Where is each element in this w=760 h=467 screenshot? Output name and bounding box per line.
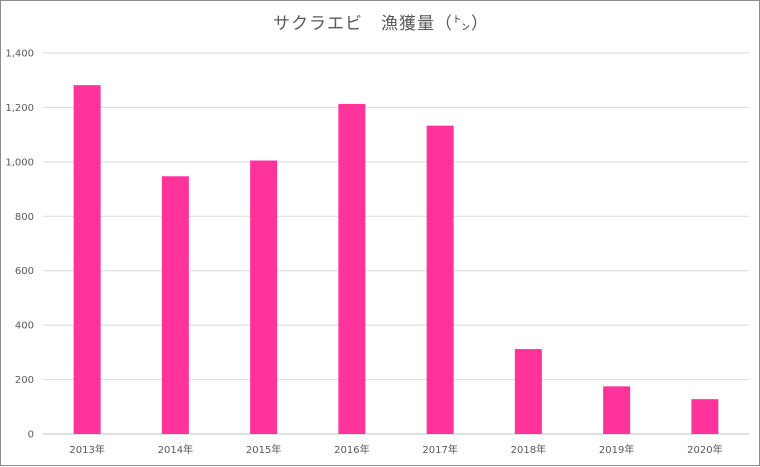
y-tick-label: 200 (15, 375, 34, 386)
x-axis-ticks: 2013年 2014年 2015年 2016年 2017年 2018年 2019年 2020年 (69, 443, 722, 456)
gridlines (43, 52, 749, 435)
y-axis-ticks: 0 200 400 600 800 1,000 1,200 1,400 (5, 49, 34, 441)
bars (73, 85, 719, 435)
y-tick-label: 1,200 (5, 103, 34, 114)
bar (338, 103, 366, 434)
y-tick-label: 1,400 (5, 49, 34, 60)
x-tick-label: 2018年 (511, 443, 546, 456)
y-tick-label: 1,000 (5, 157, 34, 168)
bar (426, 125, 454, 434)
bar (691, 399, 719, 434)
y-tick-label: 600 (15, 266, 34, 277)
chart-title: サクラエビ 漁獲量（㌧） (273, 14, 489, 34)
x-tick-label: 2017年 (422, 443, 457, 456)
x-tick-label: 2019年 (599, 443, 634, 456)
y-tick-label: 400 (15, 321, 34, 332)
x-tick-label: 2013年 (69, 443, 104, 456)
x-tick-label: 2020年 (687, 443, 722, 456)
bar (603, 386, 631, 434)
bar (514, 349, 542, 434)
bar (161, 176, 189, 435)
y-tick-label: 800 (15, 212, 34, 223)
bar (73, 85, 101, 434)
x-tick-label: 2014年 (158, 443, 193, 456)
x-tick-label: 2015年 (246, 443, 281, 456)
y-tick-label: 0 (28, 430, 34, 441)
x-tick-label: 2016年 (334, 443, 369, 456)
bar (250, 160, 278, 434)
